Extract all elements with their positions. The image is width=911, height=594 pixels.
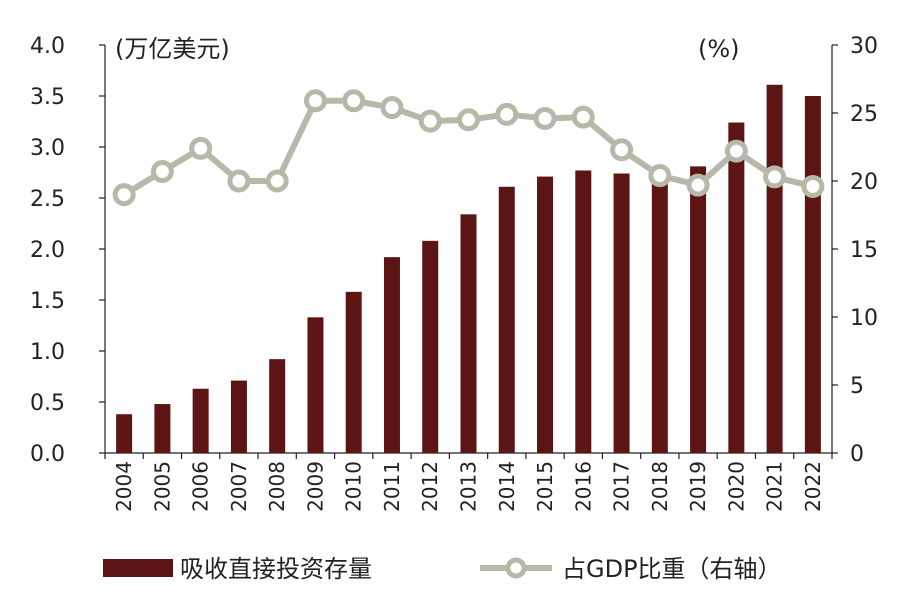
legend: 吸收直接投资存量 占GDP比重（右轴） (103, 555, 782, 583)
left-tick-label: 2.5 (30, 187, 65, 212)
line-point (380, 96, 404, 120)
line-point (686, 173, 710, 197)
x-tick-label: 2009 (303, 461, 327, 512)
line-point (418, 109, 442, 133)
x-tick-label: 2013 (457, 461, 481, 512)
line-point (227, 169, 251, 193)
x-tick-label: 2016 (571, 461, 595, 512)
left-tick-label: 1.0 (30, 340, 65, 365)
legend-bar-swatch (103, 559, 173, 577)
bar (651, 179, 668, 453)
x-tick-label: 2012 (418, 461, 442, 512)
bar (728, 122, 745, 454)
right-tick-label: 15 (850, 238, 878, 263)
right-tick-label: 25 (850, 102, 878, 127)
bar (307, 317, 324, 453)
left-tick-label: 1.5 (30, 289, 65, 314)
x-tick-label: 2007 (227, 461, 251, 512)
bar (498, 186, 515, 453)
bar (422, 240, 439, 453)
axes: 0.0 0.5 1.0 1.5 2.0 2.5 3.0 3.5 4.0 0 5 10 15 20 25 30 2… (30, 34, 878, 512)
bar (383, 257, 400, 453)
right-tick-label: 20 (850, 170, 878, 195)
bar (690, 166, 707, 453)
legend-line-marker (505, 557, 527, 579)
bar (575, 170, 592, 453)
bar (154, 404, 171, 453)
right-axis-unit: (%) (698, 35, 740, 63)
line-point (265, 169, 289, 193)
line-point (495, 102, 519, 126)
bar (537, 176, 554, 453)
right-tick-label: 30 (850, 34, 878, 59)
line-series (112, 89, 825, 207)
x-tick-label: 2004 (112, 461, 136, 512)
left-axis-unit: (万亿美元) (115, 35, 230, 63)
left-tick-label: 3.0 (30, 136, 65, 161)
x-tick-label: 2022 (801, 461, 825, 512)
line-point (457, 108, 480, 132)
x-tick-label: 2005 (150, 461, 174, 512)
right-tick-label: 0 (850, 442, 864, 467)
legend-bar-label: 吸收直接投资存量 (180, 555, 372, 583)
legend-line-label: 占GDP比重（右轴） (562, 555, 782, 583)
x-tick-label: 2014 (495, 461, 519, 512)
x-tick-label: 2015 (533, 461, 557, 512)
left-tick-label: 3.5 (30, 85, 65, 110)
line-point (303, 89, 327, 113)
left-tick-label: 0.0 (30, 442, 65, 467)
line-point (648, 164, 672, 188)
x-tick-label: 2020 (724, 461, 748, 512)
line-point (189, 136, 213, 160)
bar (269, 359, 286, 453)
line-point (763, 165, 787, 189)
line-point (610, 138, 634, 162)
line-point (724, 139, 748, 163)
bar (460, 214, 477, 453)
left-tick-label: 0.5 (30, 391, 65, 416)
line-point (342, 89, 366, 113)
right-tick-label: 10 (850, 306, 878, 331)
left-tick-label: 2.0 (30, 238, 65, 263)
line-point (533, 106, 557, 130)
right-tick-label: 5 (850, 374, 864, 399)
bar (766, 84, 783, 453)
x-tick-label: 2018 (648, 461, 672, 512)
x-tick-label: 2008 (265, 461, 289, 512)
x-tick-label: 2006 (189, 461, 213, 512)
line-point (801, 174, 825, 198)
bar (804, 96, 821, 453)
line-point (150, 159, 174, 183)
bar (345, 291, 362, 453)
x-tick-label: 2017 (610, 461, 634, 512)
line-point (112, 183, 136, 207)
left-tick-label: 4.0 (30, 34, 65, 59)
bar (116, 414, 133, 453)
bar (230, 380, 247, 453)
x-tick-label: 2011 (380, 461, 404, 512)
line-point (571, 105, 595, 129)
x-tick-label: 2021 (763, 461, 787, 512)
bar (192, 388, 209, 453)
bar (613, 173, 630, 453)
x-tick-label: 2019 (686, 461, 710, 512)
x-tick-label: 2010 (342, 461, 366, 512)
bar-series (116, 84, 821, 454)
